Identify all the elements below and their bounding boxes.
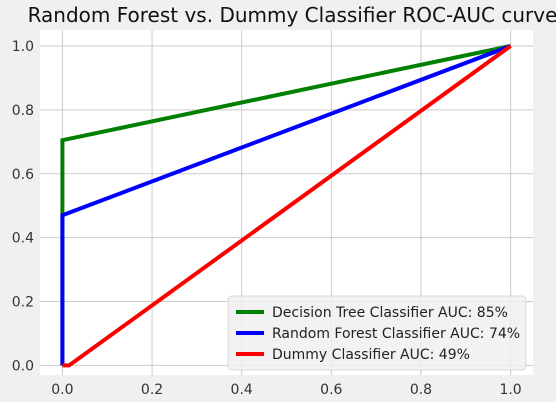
series-line-2 [62, 44, 512, 368]
y-tick-label: 0.4 [12, 231, 34, 247]
chart-title: Random Forest vs. Dummy Classifier ROC-A… [28, 3, 556, 27]
x-tick-label: 0.2 [141, 382, 163, 398]
legend-box [227, 295, 527, 371]
x-tick-label: 0.0 [51, 382, 73, 398]
y-tick-label: 0.2 [12, 295, 34, 311]
legend: Decision Tree Classifier AUC: 85% Random … [227, 295, 527, 371]
x-tick-label: 0.4 [231, 382, 253, 398]
y-axis-ticks: 0.0 0.2 0.4 0.6 0.8 1.0 [12, 39, 34, 374]
x-tick-label: 1.0 [499, 382, 521, 398]
y-tick-label: 1.0 [12, 39, 34, 55]
series-line-1 [60, 44, 512, 366]
x-axis-ticks: 0.0 0.2 0.4 0.6 0.8 1.0 [51, 382, 521, 398]
series-lines [60, 44, 512, 368]
y-tick-label: 0.0 [12, 358, 34, 374]
y-tick-label: 0.6 [12, 167, 34, 183]
x-tick-label: 0.6 [320, 382, 342, 398]
legend-label: Dummy Classifier AUC: 49% [272, 347, 470, 363]
y-tick-label: 0.8 [12, 103, 34, 119]
legend-label: Decision Tree Classifier AUC: 85% [272, 305, 508, 321]
x-tick-label: 0.8 [410, 382, 432, 398]
legend-label: Random Forest Classifier AUC: 74% [272, 326, 520, 342]
